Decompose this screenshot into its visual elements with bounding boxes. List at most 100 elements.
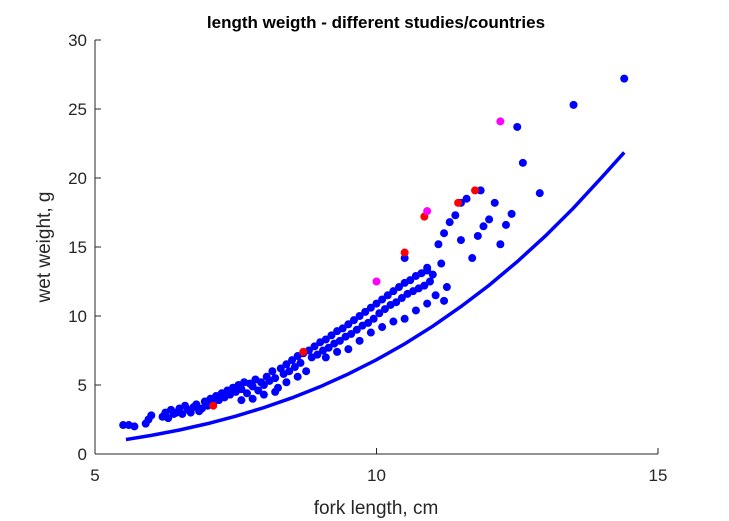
chart-title: length weigth - different studies/countr… (207, 13, 545, 32)
data-point-blue (485, 215, 494, 224)
data-point-blue (380, 305, 389, 314)
data-point-blue (451, 211, 460, 220)
fit-curve-line (125, 151, 626, 442)
data-point-blue (271, 374, 280, 383)
data-point-blue (392, 298, 401, 307)
data-point-blue (243, 389, 252, 398)
data-point-blue (192, 400, 201, 409)
data-point-blue (288, 356, 297, 365)
data-point-blue (476, 186, 485, 195)
data-point-blue (496, 240, 505, 249)
data-point-blue (296, 358, 305, 367)
data-point-blue (431, 291, 440, 300)
data-point-blue (130, 422, 139, 431)
data-point-blue (259, 381, 268, 389)
x-axis-label: fork length, cm (314, 498, 439, 519)
data-point-blue (369, 314, 378, 323)
fit-curve-layer (125, 151, 626, 442)
x-tick-label: 10 (367, 466, 386, 485)
data-point-blue (344, 345, 353, 354)
data-point-blue (518, 158, 527, 167)
scatter-points-layer (119, 74, 629, 431)
data-point-blue (327, 331, 336, 340)
data-point-blue (406, 276, 415, 285)
data-point-blue (282, 360, 291, 369)
data-point-blue (479, 222, 488, 231)
data-point-blue (375, 309, 384, 318)
data-point-blue (501, 220, 510, 229)
data-point-blue (268, 367, 277, 376)
y-tick-label: 0 (78, 445, 87, 464)
data-point-blue (462, 194, 471, 203)
data-point-blue (423, 299, 432, 308)
data-point-blue (361, 307, 370, 316)
data-point-blue (397, 294, 406, 303)
data-point-blue (366, 328, 375, 337)
data-point-blue (383, 291, 392, 300)
data-point-blue (259, 390, 268, 399)
data-point-blue (389, 317, 398, 326)
data-point-blue (293, 372, 302, 381)
data-point-blue (164, 414, 173, 423)
data-point-magenta (372, 277, 381, 286)
data-point-blue (440, 296, 449, 305)
data-point-blue (321, 335, 330, 344)
data-point-blue (364, 318, 373, 327)
data-point-blue (237, 396, 246, 405)
data-point-blue (349, 316, 358, 325)
y-tick-label: 25 (68, 100, 87, 119)
y-tick-label: 30 (68, 31, 87, 50)
y-tick-label: 15 (68, 238, 87, 257)
data-point-red (299, 347, 308, 356)
data-point-blue (535, 189, 544, 198)
data-point-blue (434, 240, 443, 249)
data-point-blue (378, 295, 387, 304)
data-point-blue (282, 378, 291, 387)
data-point-blue (338, 324, 347, 333)
data-point-red (454, 198, 463, 207)
data-point-blue (507, 209, 516, 218)
data-point-blue (333, 347, 342, 356)
data-point-blue (378, 323, 387, 332)
data-point-blue (513, 122, 522, 131)
data-point-blue (423, 263, 432, 272)
data-point-red (471, 186, 480, 195)
data-point-blue (372, 299, 381, 308)
data-point-blue (147, 411, 156, 420)
data-point-blue (355, 336, 364, 345)
data-point-blue (324, 343, 333, 352)
y-tick-label: 5 (78, 376, 87, 395)
data-point-blue (395, 283, 404, 292)
y-tick-label: 10 (68, 307, 87, 326)
data-point-magenta (496, 117, 505, 126)
data-point-blue (254, 386, 263, 395)
data-point-blue (437, 259, 446, 268)
data-point-blue (389, 287, 398, 296)
y-axis-label: wet weight, g (34, 192, 55, 304)
data-point-blue (473, 231, 482, 240)
data-point-blue (355, 312, 364, 320)
data-point-blue (321, 353, 330, 362)
data-point-red (209, 401, 218, 410)
data-point-blue (119, 421, 128, 430)
data-point-magenta (423, 207, 432, 216)
data-point-blue (442, 283, 451, 292)
y-tick-label: 20 (68, 169, 87, 188)
data-point-blue (468, 254, 477, 263)
data-point-blue (285, 367, 294, 376)
data-point-blue (271, 387, 280, 396)
data-point-blue (366, 303, 375, 312)
data-point-blue (445, 218, 454, 227)
data-point-blue (456, 236, 465, 245)
data-point-blue (425, 277, 434, 286)
data-point-blue (620, 74, 629, 83)
data-point-blue (313, 350, 322, 359)
data-point-blue (440, 229, 449, 238)
data-point-blue (237, 385, 246, 394)
data-point-blue (248, 394, 257, 403)
data-point-blue (352, 325, 361, 334)
data-point-blue (400, 254, 409, 263)
data-point-blue (400, 314, 409, 323)
